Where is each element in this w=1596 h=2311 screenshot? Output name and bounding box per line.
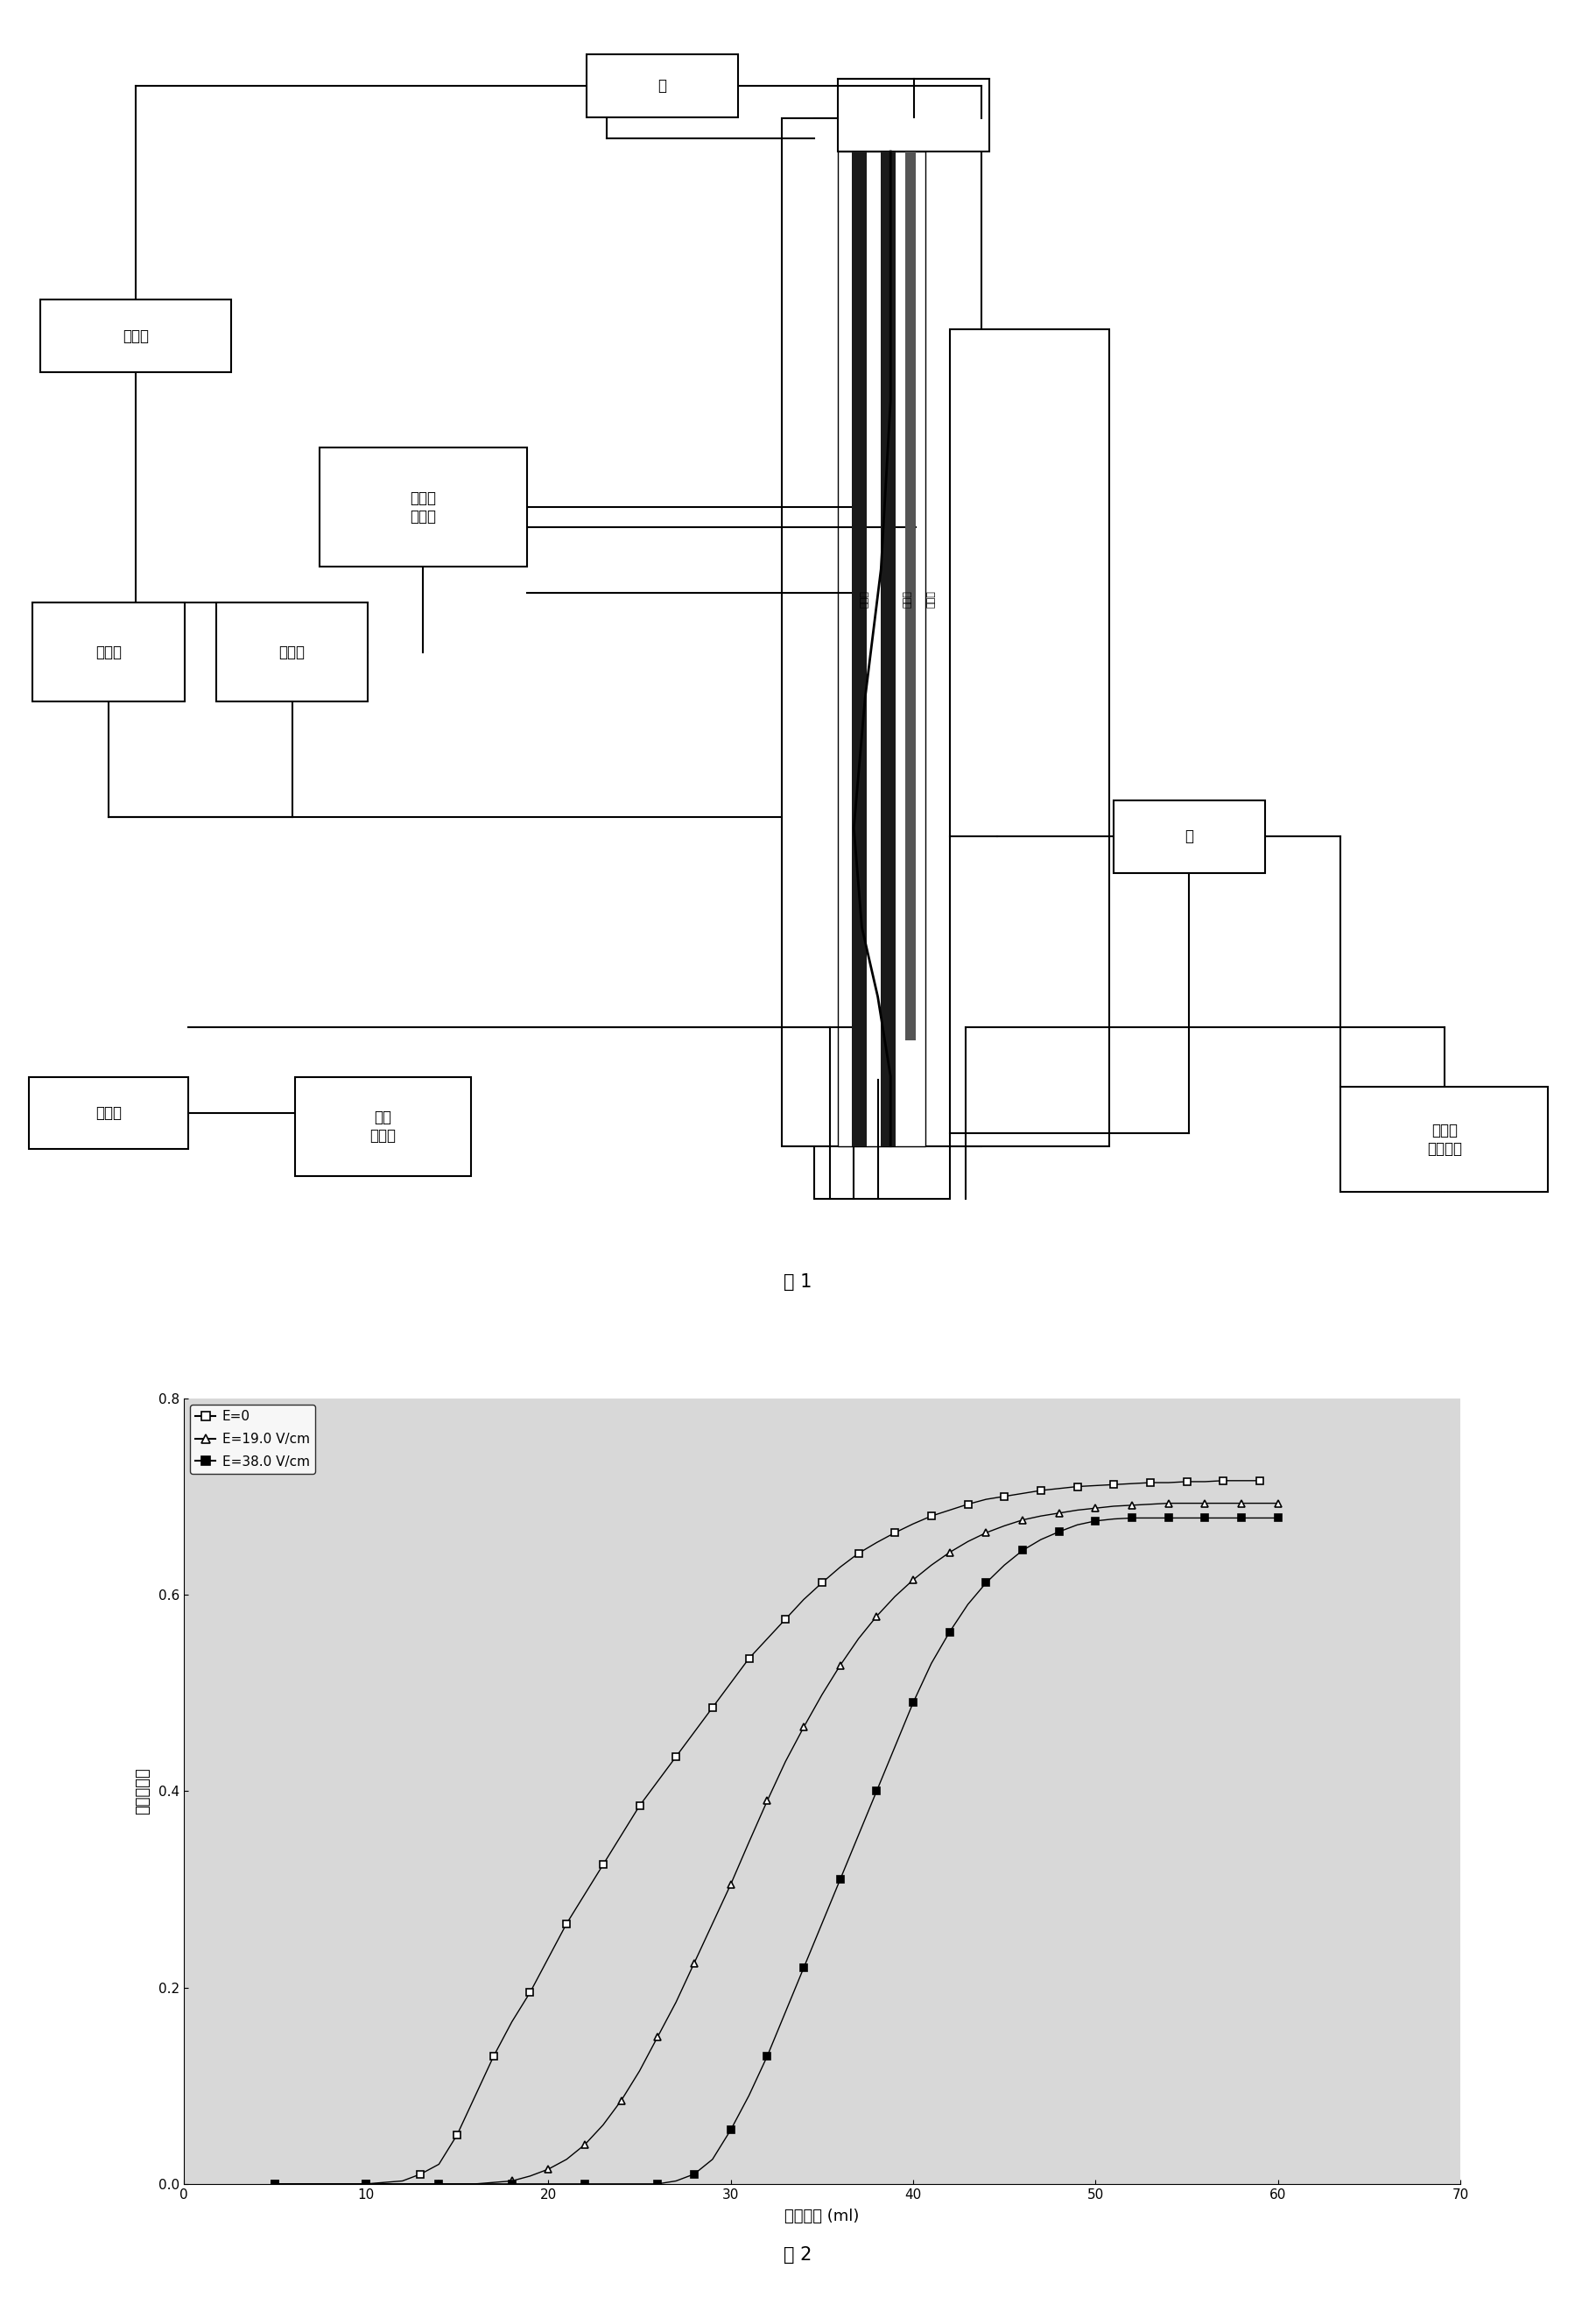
Text: 直流交
变电源: 直流交 变电源 [410,490,436,525]
Bar [217,603,367,703]
Bar [295,1077,471,1176]
Bar [905,153,916,1040]
Text: 贝液槽: 贝液槽 [96,645,121,661]
Bar [782,118,982,1146]
Bar [950,328,1109,1146]
Text: 图 1: 图 1 [784,1273,812,1292]
Text: 收集器: 收集器 [96,1105,121,1121]
Bar [1114,800,1264,874]
Bar [29,1077,188,1149]
Text: 冷却器: 冷却器 [123,328,148,344]
Bar [587,53,737,118]
Bar [319,448,527,566]
Bar [40,300,231,372]
Text: 凝胶室: 凝胶室 [903,589,911,608]
Text: 泵: 泵 [1184,830,1194,844]
Legend: E=0, E=19.0 V/cm, E=38.0 V/cm: E=0, E=19.0 V/cm, E=38.0 V/cm [190,1405,316,1474]
Text: 图 2: 图 2 [784,2246,812,2265]
Text: 泵: 泵 [658,79,667,92]
Bar [814,118,950,1199]
Y-axis label: 无因次浓度: 无因次浓度 [136,1768,150,1814]
Bar [838,153,926,1146]
Text: 电极室: 电极室 [860,589,868,608]
Bar [838,79,990,153]
X-axis label: 保留体积 (ml): 保留体积 (ml) [785,2209,859,2225]
Text: 贝液槽: 贝液槽 [279,645,305,661]
Bar [1341,1086,1548,1192]
Bar [34,603,185,703]
Bar [852,153,867,1146]
Text: 电极液
及冷却器: 电极液 及冷却器 [1427,1123,1462,1156]
Text: 紫外
检测器: 紫外 检测器 [370,1109,396,1144]
Bar [881,153,895,1146]
Text: 阳电极: 阳电极 [927,589,935,608]
